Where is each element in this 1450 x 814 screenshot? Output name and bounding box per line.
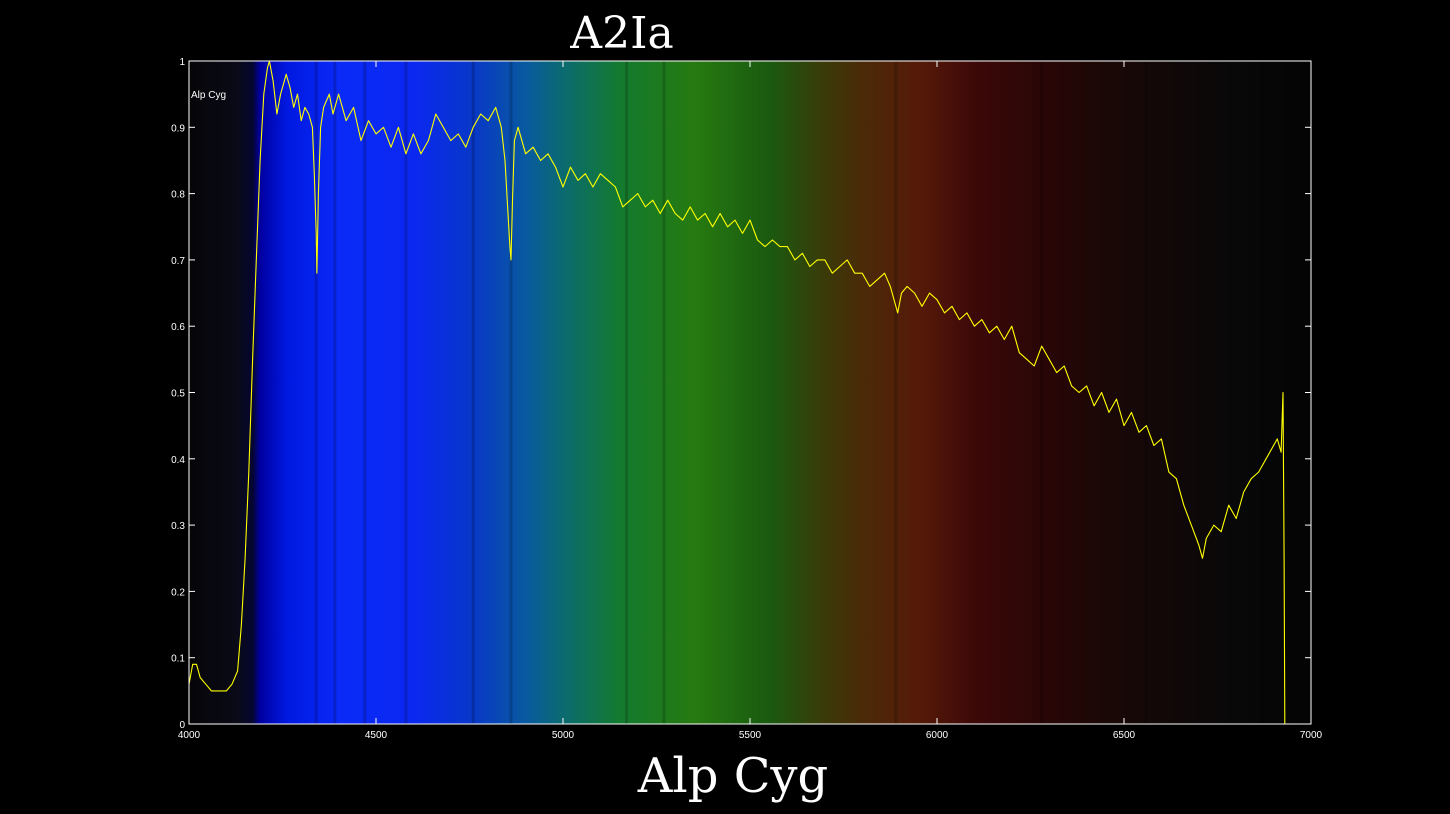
spectral-band-2 <box>363 61 367 724</box>
y-tick-label-3: 0.3 <box>171 521 185 532</box>
spectral-band-10 <box>1144 61 1148 724</box>
x-tick-label-6: 7000 <box>1300 730 1323 741</box>
spectral-band-7 <box>662 61 666 724</box>
x-tick-label-5: 6500 <box>1113 730 1136 741</box>
spectral-band-1 <box>333 61 337 724</box>
series-layer <box>188 60 1286 725</box>
spectral-line-bands <box>314 61 1264 724</box>
spectral-band-0 <box>314 61 318 724</box>
y-tick-label-7: 0.7 <box>171 256 185 267</box>
axis-ticks: 4000 4500 5000 5500 6000 6500 7000 0 0.1 0.2 0.3 0.… <box>171 57 1322 741</box>
spectral-band-11 <box>1260 61 1264 724</box>
legend-label: Alp Cyg <box>191 90 226 101</box>
plot-area <box>189 61 1311 724</box>
x-tick-label-4: 6000 <box>926 730 949 741</box>
spectral-band-3 <box>404 61 408 724</box>
spectral-band-8 <box>894 61 898 724</box>
y-tick-label-1: 0.1 <box>171 654 185 665</box>
y-tick-label-0: 0 <box>179 720 185 731</box>
spectral-band-5 <box>509 61 513 724</box>
y-tick-label-8: 0.8 <box>171 190 185 201</box>
spectral-band-6 <box>625 61 629 724</box>
y-tick-label-9: 0.9 <box>171 123 185 134</box>
y-tick-label-6: 0.6 <box>171 322 185 333</box>
y-tick-label-5: 0.5 <box>171 389 185 400</box>
x-axis-label: Alp Cyg <box>637 748 829 804</box>
x-tick-label-2: 5000 <box>552 730 575 741</box>
series-line-0 <box>188 60 1286 725</box>
x-tick-label-1: 4500 <box>365 730 388 741</box>
y-tick-label-2: 0.2 <box>171 587 185 598</box>
y-tick-label-10: 1 <box>179 57 185 68</box>
chart-title: A2Ia <box>569 8 673 59</box>
x-tick-label-3: 5500 <box>739 730 762 741</box>
y-tick-label-4: 0.4 <box>171 455 185 466</box>
x-tick-label-0: 4000 <box>178 730 201 741</box>
spectral-band-4 <box>471 61 475 724</box>
spectral-band-9 <box>1040 61 1044 724</box>
